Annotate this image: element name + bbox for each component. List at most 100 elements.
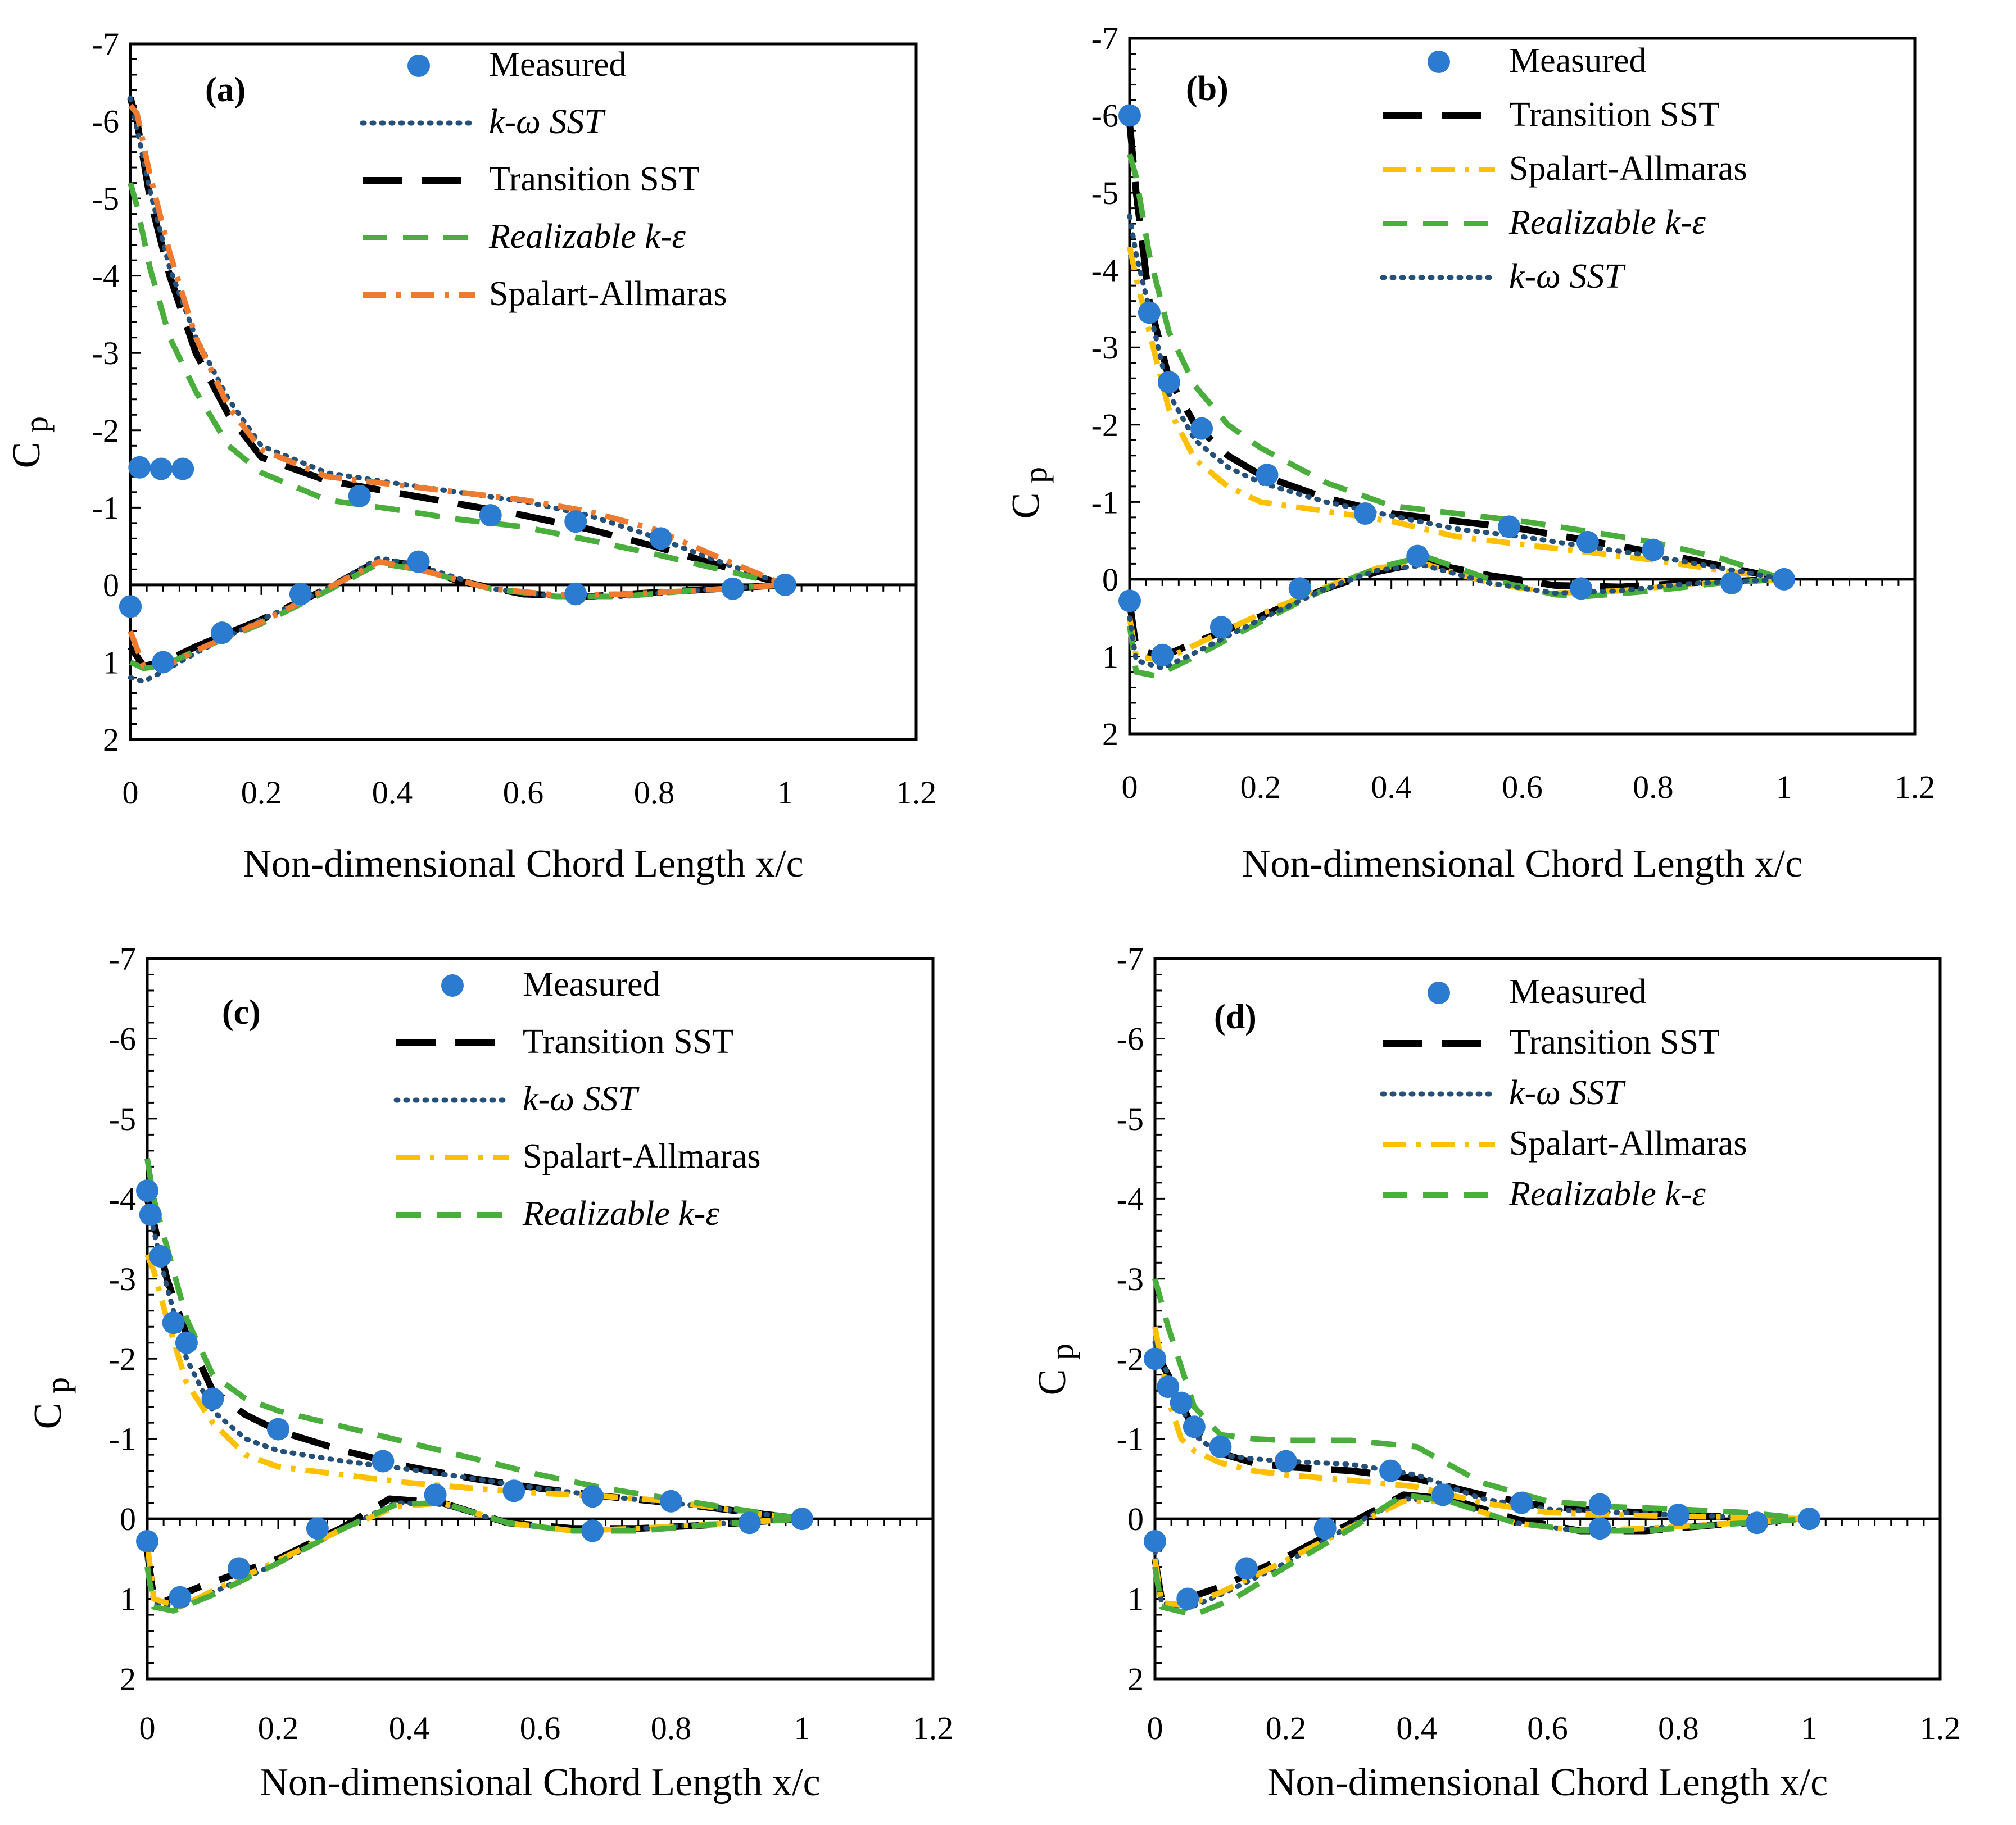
x-tick-label: 0.6 <box>1527 1710 1568 1746</box>
x-tick-label: 0 <box>1147 1710 1163 1746</box>
y-tick-label: -6 <box>92 103 119 140</box>
measured-point <box>479 504 502 527</box>
measured-point <box>171 457 194 480</box>
measured-point <box>1157 371 1180 394</box>
measured-point <box>139 1203 162 1226</box>
measured-point <box>581 1519 604 1542</box>
measured-point <box>149 457 173 480</box>
measured-point <box>774 573 796 596</box>
y-tick-label: 0 <box>1127 1501 1144 1537</box>
x-tick-label: 1 <box>794 1710 810 1746</box>
x-tick-label: 0.6 <box>1502 769 1543 805</box>
measured-point <box>649 527 672 550</box>
x-axis-label: Non-dimensional Chord Length x/c <box>260 1761 820 1804</box>
y-tick-label: -5 <box>1117 1101 1144 1137</box>
measured-point <box>1288 577 1311 600</box>
y-tick-label: 2 <box>1102 716 1118 752</box>
y-tick-label: 0 <box>1102 561 1118 598</box>
legend-label: Realizable k-ε <box>522 1195 719 1233</box>
measured-point <box>738 1511 761 1535</box>
x-tick-label: 0.6 <box>520 1710 561 1746</box>
y-tick-label: -3 <box>92 335 119 371</box>
plot-frame <box>1153 957 1942 1681</box>
measured-point <box>119 595 142 618</box>
measured-point <box>162 1311 185 1334</box>
measured-point <box>1570 577 1593 600</box>
legend-label: Measured <box>489 46 626 84</box>
legend-label: Measured <box>523 965 660 1004</box>
y-tick-label: 2 <box>103 721 119 758</box>
x-tick-label: 0.8 <box>651 1710 692 1746</box>
y-tick-label: 1 <box>1127 1581 1144 1618</box>
series-line-realizable_ke-upper <box>144 1158 803 1522</box>
measured-point <box>152 651 175 674</box>
series-line-spalart_bcd-upper <box>1127 246 1784 582</box>
panel-label: (b) <box>1186 70 1229 108</box>
series-line-kw_sst-upper <box>1127 213 1787 582</box>
x-tick-label: 0 <box>123 774 139 811</box>
measured-point <box>1118 104 1141 127</box>
x-axis-label: Non-dimensional Chord Length x/c <box>1267 1761 1828 1804</box>
panel-label: (c) <box>222 993 261 1032</box>
y-tick-label: -7 <box>1091 20 1118 57</box>
y-tick-label: -1 <box>1091 484 1118 520</box>
measured-point <box>581 1485 604 1508</box>
measured-point <box>1183 1415 1206 1438</box>
measured-point <box>1510 1491 1533 1514</box>
y-tick-label: 1 <box>103 644 119 680</box>
y-tick-label: -7 <box>109 941 136 977</box>
x-axis-label: Non-dimensional Chord Length x/c <box>1242 842 1802 886</box>
x-tick-label: 1 <box>1801 1710 1818 1746</box>
y-tick-label: -1 <box>92 489 119 526</box>
legend-marker-measured <box>1428 51 1450 73</box>
y-tick-label: -2 <box>92 412 119 449</box>
y-tick-label: 0 <box>103 567 119 603</box>
measured-point <box>1176 1587 1199 1610</box>
legend-label: Spalart-Allmaras <box>1509 1124 1747 1163</box>
x-tick-label: 1.2 <box>913 1710 954 1746</box>
y-axis-label: Cp <box>5 416 55 468</box>
y-tick-label: -4 <box>92 258 119 294</box>
x-tick-label: 0 <box>1122 769 1138 805</box>
measured-point <box>1406 544 1429 568</box>
y-tick-label: -1 <box>1117 1421 1144 1458</box>
x-tick-label: 0.4 <box>1371 769 1412 805</box>
measured-point <box>228 1557 251 1580</box>
y-axis-label: Cp <box>1004 467 1054 519</box>
x-tick-label: 0.4 <box>389 1710 430 1746</box>
y-tick-label: 2 <box>120 1661 136 1697</box>
y-tick-label: -5 <box>1091 175 1118 211</box>
legend-label: Transition SST <box>523 1023 733 1061</box>
series-line-realizable_ke-lower <box>1127 553 1784 679</box>
y-tick-label: -7 <box>1117 941 1144 977</box>
measured-point <box>201 1387 224 1410</box>
series-line-spalart_a-upper <box>128 103 786 588</box>
measured-point <box>1354 502 1377 525</box>
x-tick-label: 0.4 <box>372 774 413 811</box>
plot-frame <box>1128 37 1917 736</box>
measured-point <box>1118 589 1141 612</box>
series-line-kw_sst-lower <box>1127 562 1787 671</box>
y-tick-label: -2 <box>1117 1341 1144 1377</box>
legend-label: Transition SST <box>1509 96 1720 134</box>
x-tick-label: 0.6 <box>503 774 544 811</box>
legend-label: Realizable k-ε <box>1508 203 1706 242</box>
legend-label: Measured <box>1509 42 1646 80</box>
measured-point <box>1498 515 1521 538</box>
y-tick-label: 0 <box>120 1501 136 1537</box>
legend-label: Transition SST <box>1509 1023 1720 1061</box>
series-line-spalart_bcd-upper <box>1152 1326 1810 1522</box>
panel-label: (d) <box>1214 998 1257 1036</box>
measured-point <box>564 583 587 606</box>
series-line-kw_sst-upper <box>144 1196 805 1522</box>
series-line-realizable_ke-lower <box>144 1500 803 1614</box>
x-tick-label: 1.2 <box>1920 1710 1961 1746</box>
measured-point <box>1144 1347 1166 1370</box>
x-axis-label: Non-dimensional Chord Length x/c <box>243 842 803 886</box>
y-axis-label-subscript: p <box>39 1377 76 1393</box>
measured-point <box>1642 538 1665 561</box>
